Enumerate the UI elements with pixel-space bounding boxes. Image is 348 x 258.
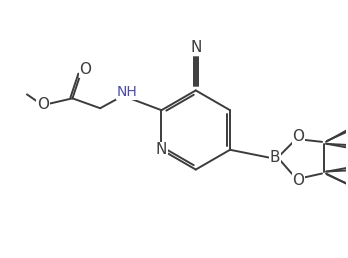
Text: O: O — [37, 97, 49, 112]
Text: O: O — [292, 173, 304, 188]
Text: B: B — [269, 150, 280, 165]
Text: O: O — [79, 62, 91, 77]
Text: O: O — [292, 130, 304, 144]
Text: N: N — [156, 142, 167, 157]
Text: NH: NH — [117, 85, 137, 99]
Text: N: N — [190, 41, 201, 55]
